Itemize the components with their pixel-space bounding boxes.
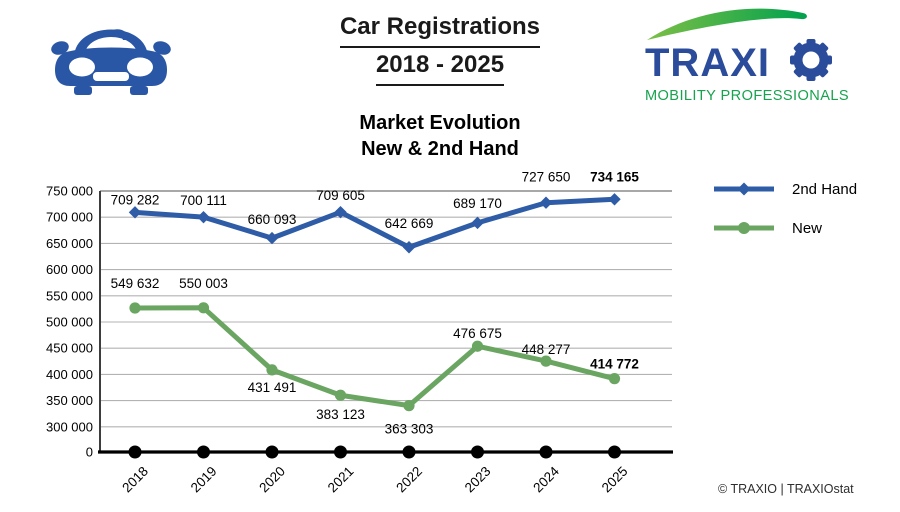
- copyright-text: © TRAXIO | TRAXIOstat: [718, 482, 854, 496]
- data-point: [334, 205, 347, 219]
- data-label: 727 650: [522, 170, 571, 185]
- data-point: [608, 445, 621, 459]
- x-tick-label: 2019: [188, 464, 220, 496]
- data-label: 431 491: [248, 380, 297, 395]
- data-label: 709 282: [111, 192, 160, 207]
- data-point: [197, 302, 210, 314]
- logo-swoosh: [647, 8, 807, 40]
- legend-new-marker-icon: [714, 222, 774, 234]
- car-plate: [93, 72, 129, 81]
- data-point: [266, 364, 278, 376]
- data-point: [540, 355, 552, 367]
- car-headlight-right: [127, 57, 153, 77]
- y-tick-label-zero: 0: [86, 445, 93, 460]
- series-line-new: [132, 305, 617, 409]
- data-point: [608, 373, 621, 385]
- y-tick-label: 700 000: [46, 210, 93, 225]
- x-tick-label: 2022: [393, 464, 425, 496]
- series-line-2nd-hand: [132, 196, 617, 250]
- x-tick-label: 2023: [462, 464, 494, 496]
- car-wheel-left: [74, 86, 92, 95]
- legend-item-new: New: [712, 215, 892, 241]
- x-tick-label: 2024: [530, 463, 562, 495]
- market-evolution-chart: 750 000 700 000 650 000 600 000 550 000 500 0…: [0, 168, 710, 507]
- car-mirror-left: [51, 41, 69, 55]
- data-label: 709 605: [316, 188, 365, 203]
- car-headlight-left: [69, 57, 95, 77]
- data-point: [402, 445, 416, 459]
- data-label: 550 003: [179, 276, 228, 291]
- data-label: 734 165: [590, 169, 639, 184]
- car-cabin: [74, 29, 148, 58]
- y-tick-label: 550 000: [46, 288, 93, 303]
- data-point: [128, 445, 142, 459]
- y-tick-label: 400 000: [46, 367, 93, 382]
- data-point: [197, 210, 210, 224]
- y-tick-label: 300 000: [46, 419, 93, 434]
- chart-title: Market Evolution New & 2nd Hand: [280, 110, 600, 162]
- data-point: [402, 241, 416, 254]
- data-label: 414 772: [590, 357, 639, 372]
- y-tick-label: 350 000: [46, 393, 93, 408]
- y-tick-label: 650 000: [46, 236, 93, 251]
- data-point: [265, 445, 279, 459]
- data-point: [539, 196, 553, 209]
- x-tick-label: 2018: [119, 464, 151, 496]
- logo-tagline: MOBILITY PROFESSIONALS: [645, 88, 849, 104]
- chart-title-line2: New & 2nd Hand: [361, 138, 519, 160]
- data-label: 383 123: [316, 407, 365, 422]
- y-tick-label: 500 000: [46, 315, 93, 330]
- data-label: 642 669: [385, 216, 434, 231]
- car-wheel-right: [130, 86, 148, 95]
- x-tick-label: 2021: [325, 464, 357, 496]
- data-point: [128, 206, 142, 219]
- page-title-line1: Car Registrations: [339, 10, 541, 48]
- data-point: [471, 216, 484, 230]
- data-label: 689 170: [453, 196, 502, 211]
- data-label: 448 277: [522, 342, 571, 357]
- data-point: [608, 193, 621, 206]
- data-point: [334, 389, 347, 401]
- legend-2nd-hand-marker-icon: [714, 182, 774, 196]
- chart-title-line1: Market Evolution: [359, 112, 521, 134]
- data-point: [403, 400, 415, 412]
- data-point: [197, 445, 210, 459]
- data-label: 363 303: [385, 422, 434, 437]
- car-mirror-right: [153, 41, 171, 55]
- legend-item-2nd-hand: 2nd Hand: [712, 176, 892, 202]
- data-point: [471, 445, 484, 459]
- data-point: [471, 340, 484, 352]
- data-label: 700 111: [180, 193, 227, 208]
- x-tick-label: 2025: [599, 464, 631, 496]
- car-steering-arc: [108, 29, 130, 40]
- y-tick-label: 600 000: [46, 262, 93, 277]
- data-point: [539, 445, 553, 459]
- traxio-logo: TRAXI MOBILITY PROFESSIONALS: [645, 8, 849, 104]
- data-point: [334, 445, 347, 459]
- logo-brand-text: TRAXI: [645, 41, 770, 85]
- page-title: Car Registrations 2018 - 2025: [280, 10, 600, 86]
- data-label: 660 093: [248, 212, 297, 227]
- data-label: 549 632: [111, 276, 160, 291]
- chart-legend: 2nd Hand New: [712, 176, 892, 254]
- y-tick-label: 450 000: [46, 341, 93, 356]
- data-point: [129, 302, 141, 314]
- page-title-line2: 2018 - 2025: [375, 48, 505, 86]
- data-point: [265, 231, 279, 245]
- x-tick-label: 2020: [256, 464, 288, 496]
- legend-label-2nd-hand: 2nd Hand: [792, 180, 858, 198]
- logo-gear-icon: [790, 39, 832, 81]
- y-tick-label: 750 000: [46, 184, 93, 199]
- car-icon: [51, 29, 171, 95]
- data-label: 476 675: [453, 326, 502, 341]
- legend-label-new: New: [792, 219, 823, 237]
- chart-canvas: 750 000 700 000 650 000 600 000 550 000 500 0…: [46, 169, 673, 496]
